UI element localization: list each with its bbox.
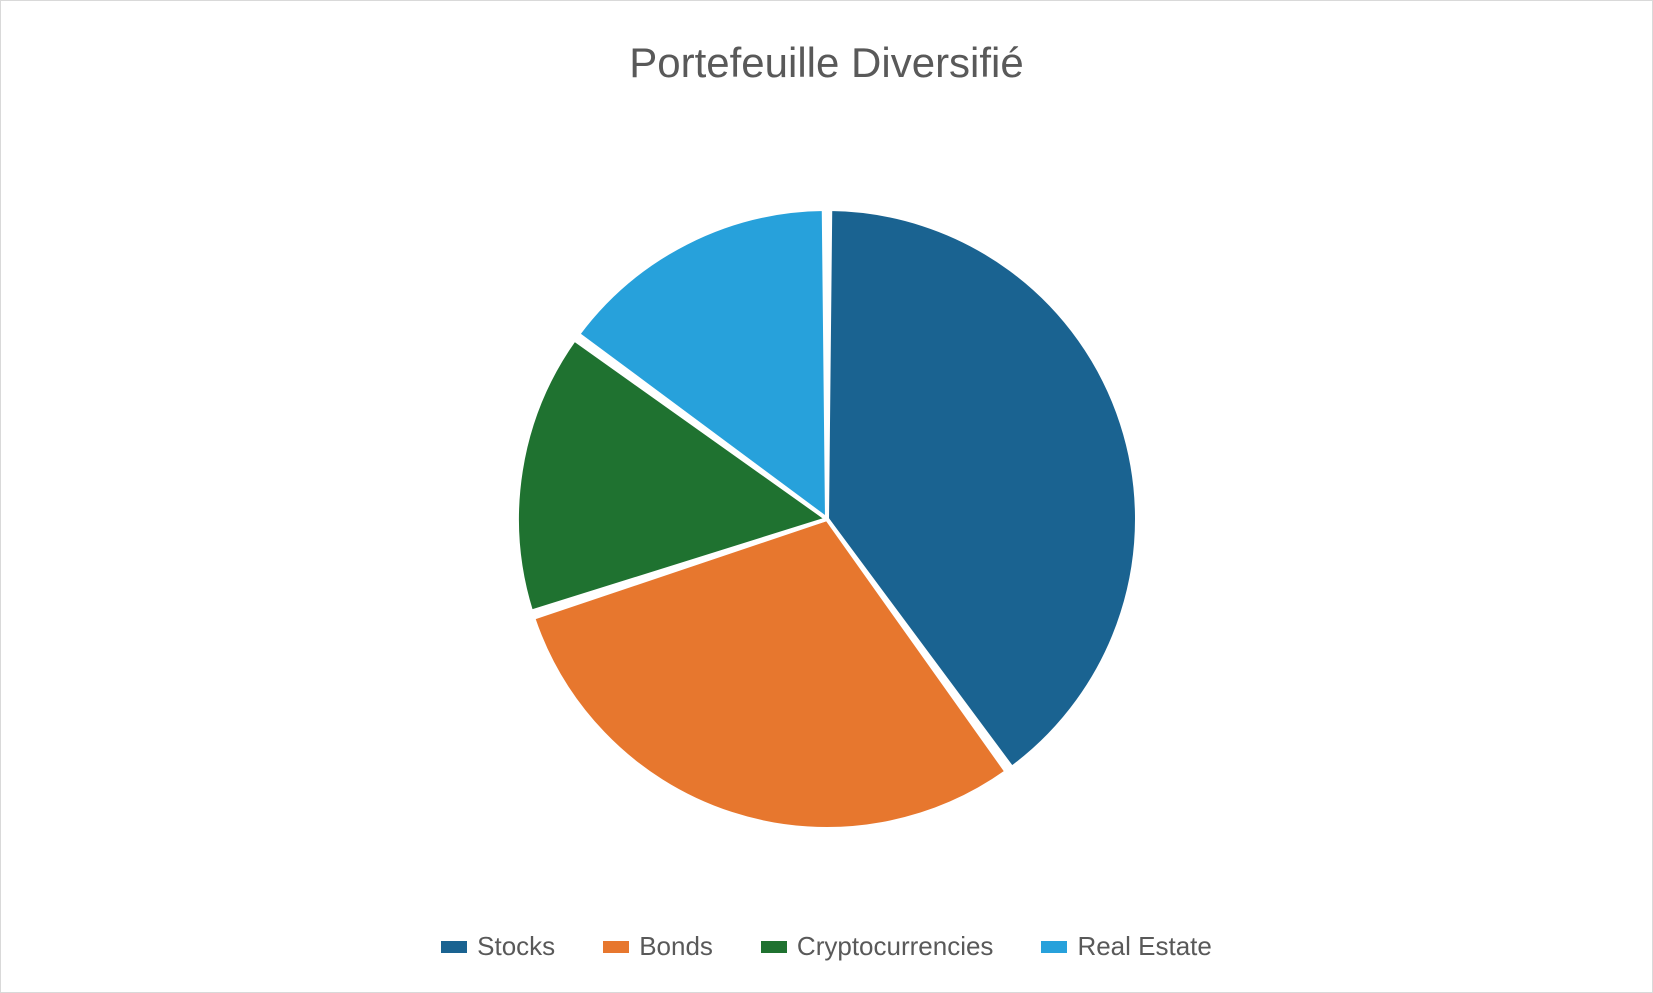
- pie-svg: [507, 199, 1147, 839]
- legend-item-real-estate: Real Estate: [1041, 931, 1211, 962]
- chart-legend: Stocks Bonds Cryptocurrencies Real Estate: [441, 931, 1212, 962]
- legend-swatch: [603, 941, 629, 953]
- pie-chart-container: Portefeuille Diversifié Stocks Bonds Crypt…: [0, 0, 1653, 993]
- legend-label: Cryptocurrencies: [797, 931, 994, 962]
- legend-label: Bonds: [639, 931, 713, 962]
- pie-plot-area: [21, 117, 1632, 921]
- legend-label: Real Estate: [1077, 931, 1211, 962]
- legend-item-cryptocurrencies: Cryptocurrencies: [761, 931, 994, 962]
- legend-label: Stocks: [477, 931, 555, 962]
- legend-swatch: [441, 941, 467, 953]
- legend-swatch: [761, 941, 787, 953]
- legend-item-stocks: Stocks: [441, 931, 555, 962]
- chart-title: Portefeuille Diversifié: [629, 39, 1024, 87]
- legend-item-bonds: Bonds: [603, 931, 713, 962]
- legend-swatch: [1041, 941, 1067, 953]
